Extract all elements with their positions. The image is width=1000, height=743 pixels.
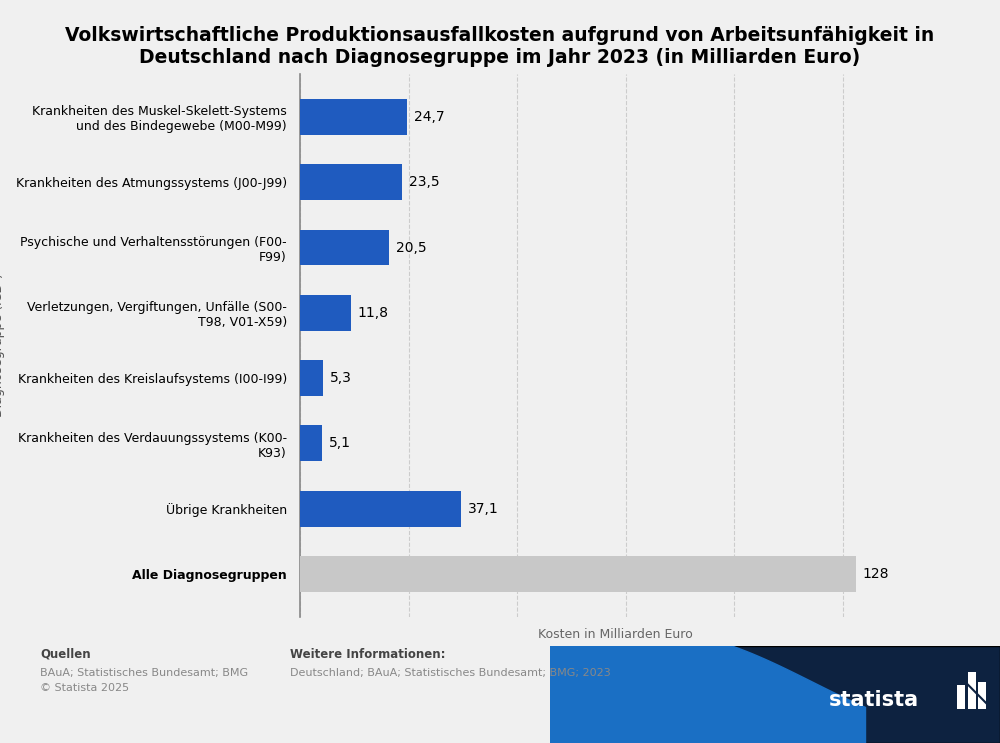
Y-axis label: Diagnosegruppe (ICD¹): Diagnosegruppe (ICD¹) xyxy=(0,273,5,418)
Text: BAuA; Statistisches Bundesamt; BMG: BAuA; Statistisches Bundesamt; BMG xyxy=(40,668,248,678)
Text: Volkswirtschaftliche Produktionsausfallkosten aufgrund von Arbeitsunfähigkeit in: Volkswirtschaftliche Produktionsausfallk… xyxy=(65,26,935,67)
Text: Weitere Informationen:: Weitere Informationen: xyxy=(290,648,446,661)
Bar xyxy=(300,99,407,135)
Bar xyxy=(978,682,986,709)
Bar xyxy=(957,685,965,709)
Bar xyxy=(300,295,351,331)
Bar xyxy=(300,360,323,396)
Text: statista: statista xyxy=(829,690,919,710)
Bar xyxy=(300,556,856,592)
Text: 20,5: 20,5 xyxy=(396,241,426,255)
FancyBboxPatch shape xyxy=(550,646,1000,743)
Bar xyxy=(300,164,402,200)
Bar xyxy=(300,230,389,265)
Bar xyxy=(300,491,461,527)
Bar xyxy=(968,672,976,709)
Text: 5,1: 5,1 xyxy=(329,436,351,450)
X-axis label: Kosten in Milliarden Euro: Kosten in Milliarden Euro xyxy=(538,628,692,640)
Bar xyxy=(300,426,322,461)
Text: 24,7: 24,7 xyxy=(414,110,444,124)
Text: 128: 128 xyxy=(863,567,889,581)
Text: Quellen: Quellen xyxy=(40,648,91,661)
Text: 37,1: 37,1 xyxy=(468,502,498,516)
Text: Deutschland; BAuA; Statistisches Bundesamt; BMG; 2023: Deutschland; BAuA; Statistisches Bundesa… xyxy=(290,668,611,678)
Text: 5,3: 5,3 xyxy=(330,372,351,385)
Text: © Statista 2025: © Statista 2025 xyxy=(40,683,129,693)
Text: 11,8: 11,8 xyxy=(358,306,389,319)
Text: 23,5: 23,5 xyxy=(409,175,439,189)
